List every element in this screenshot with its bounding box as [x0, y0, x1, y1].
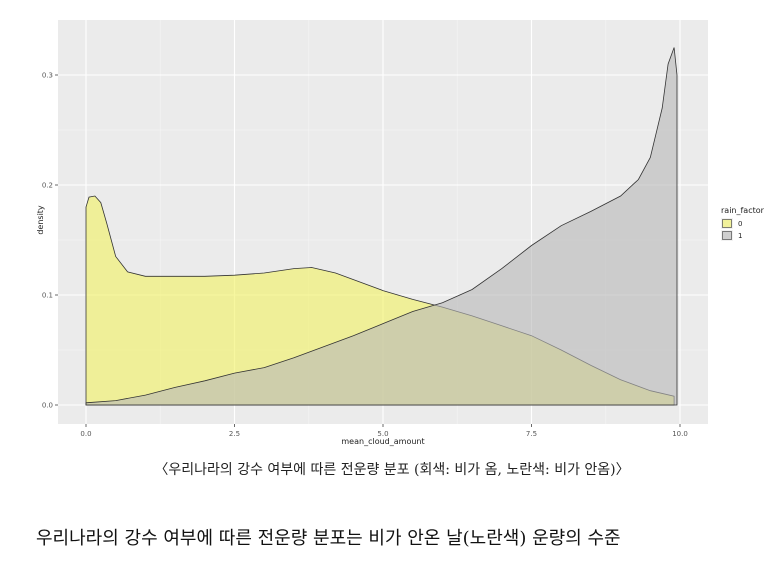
y-axis-label: density [36, 205, 45, 235]
x-axis-label: mean_cloud_amount [341, 437, 424, 446]
body-paragraph: 우리나라의 강수 여부에 따른 전운량 분포는 비가 안온 날(노란색) 운량의… [36, 528, 621, 549]
legend: rain_factor 01 [721, 206, 765, 241]
y-tick-label: 0.3 [42, 72, 53, 80]
y-tick-label: 0.0 [42, 402, 53, 410]
density-chart: 0.0 2.5 5.0 7.5 10.0 0.0 0.1 0.2 0.3 mean_cloud… [36, 20, 765, 446]
x-tick-label: 5.0 [377, 430, 388, 438]
x-tick-label: 7.5 [526, 430, 537, 438]
y-tick-label: 0.2 [42, 182, 53, 190]
figure-caption: 〈우리나라의 강수 여부에 따른 전운량 분포 (회색: 비가 옴, 노란색: … [154, 462, 630, 478]
legend-swatch-0 [722, 219, 732, 228]
legend-label-1: 1 [738, 232, 742, 240]
x-tick-label: 0.0 [80, 430, 91, 438]
density-areas [85, 47, 678, 406]
legend-title: rain_factor [721, 206, 765, 215]
x-axis: 0.0 2.5 5.0 7.5 10.0 [80, 424, 688, 438]
x-tick-label: 2.5 [229, 430, 240, 438]
x-tick-label: 10.0 [672, 430, 688, 438]
density-area-1 [85, 47, 678, 406]
y-tick-label: 0.1 [42, 292, 53, 300]
legend-items: 01 [721, 218, 742, 241]
y-axis: 0.0 0.1 0.2 0.3 [42, 72, 58, 410]
legend-label-0: 0 [738, 220, 742, 228]
legend-swatch-1 [722, 231, 732, 240]
